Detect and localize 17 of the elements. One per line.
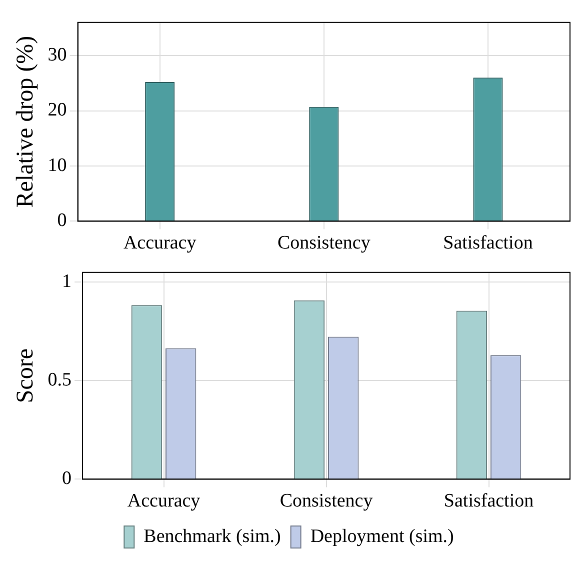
y-tick-label: 0: [57, 210, 67, 232]
y-tick-label: 10: [48, 154, 67, 176]
y-axis-title: Score: [12, 348, 39, 404]
legend-label: Benchmark (sim.): [144, 526, 281, 547]
x-tick-label: Consistency: [277, 232, 371, 254]
legend-label: Deployment (sim.): [310, 526, 454, 547]
x-tick-label: Satisfaction: [444, 490, 534, 512]
x-tick-label: Accuracy: [127, 490, 201, 512]
y-tick-label: 20: [48, 100, 67, 121]
y-tick-label: 30: [48, 44, 67, 66]
x-tick-label: Satisfaction: [443, 232, 534, 254]
y-tick-label: 0: [62, 468, 72, 490]
x-tick-label: Consistency: [280, 490, 374, 512]
y-tick-label: 1: [62, 271, 72, 292]
x-tick-label: Accuracy: [123, 232, 197, 254]
y-axis-title: Relative drop (%): [12, 36, 39, 208]
y-tick-label: 0.5: [48, 370, 72, 391]
